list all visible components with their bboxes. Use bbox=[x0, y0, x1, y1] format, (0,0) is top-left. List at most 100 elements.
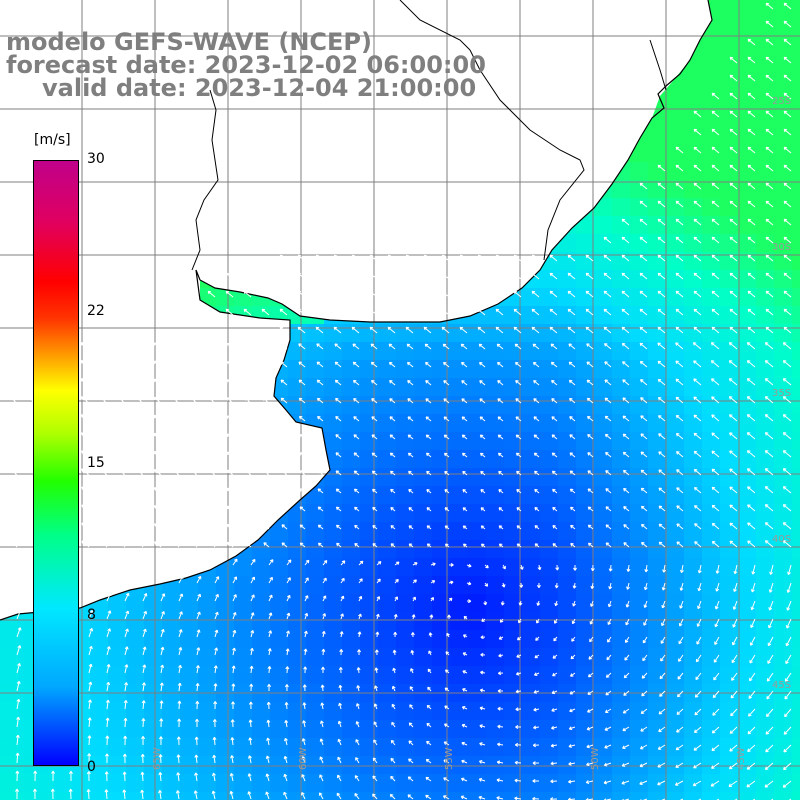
wind-arrow bbox=[764, 780, 774, 788]
wind-arrow bbox=[603, 254, 612, 262]
wind-speed-cell bbox=[396, 666, 415, 685]
wind-arrow bbox=[261, 272, 270, 280]
wind-speed-cell bbox=[90, 612, 109, 631]
wind-speed-cell bbox=[162, 756, 181, 775]
wind-arrow bbox=[459, 254, 468, 262]
wind-speed-cell bbox=[378, 504, 397, 523]
wind-arrow bbox=[123, 735, 128, 746]
wind-arrow bbox=[497, 416, 504, 422]
wind-speed-cell bbox=[126, 756, 145, 775]
wind-arrow bbox=[15, 788, 20, 800]
wind-speed-cell bbox=[774, 126, 793, 145]
wind-speed-cell bbox=[198, 720, 217, 739]
wind-arrow bbox=[661, 600, 666, 609]
wind-speed-cell bbox=[576, 612, 595, 631]
wind-arrow bbox=[15, 734, 20, 746]
wind-speed-cell bbox=[684, 252, 703, 271]
wind-arrow bbox=[765, 182, 774, 190]
wind-arrow bbox=[176, 772, 181, 782]
wind-speed-cell bbox=[630, 774, 649, 793]
wind-arrow bbox=[693, 128, 702, 136]
wind-arrow bbox=[371, 416, 378, 422]
wind-arrow bbox=[639, 218, 648, 226]
wind-arrow bbox=[732, 618, 738, 628]
wind-speed-cell bbox=[792, 594, 800, 613]
wind-speed-cell bbox=[774, 504, 793, 523]
wind-arrow bbox=[711, 128, 720, 136]
wind-arrow bbox=[122, 753, 127, 764]
wind-arrow bbox=[322, 595, 327, 602]
wind-speed-cell bbox=[216, 594, 235, 613]
wind-arrow bbox=[587, 524, 594, 530]
wind-speed-cell bbox=[342, 342, 361, 361]
wind-arrow bbox=[369, 290, 378, 298]
wind-arrow bbox=[302, 684, 307, 692]
wind-arrow bbox=[316, 397, 324, 404]
wind-speed-cell bbox=[504, 738, 523, 757]
wind-arrow bbox=[81, 414, 90, 422]
wind-arrow bbox=[299, 542, 306, 548]
wind-arrow bbox=[765, 200, 774, 208]
wind-speed-cell bbox=[630, 216, 649, 235]
wind-speed-cell bbox=[540, 486, 559, 505]
wind-arrow bbox=[782, 342, 792, 350]
wind-speed-cell bbox=[522, 792, 541, 800]
wind-speed-cell bbox=[486, 558, 505, 577]
wind-speed-cell bbox=[792, 450, 800, 469]
wind-arrow bbox=[196, 611, 201, 620]
wind-speed-cell bbox=[612, 270, 631, 289]
wind-arrow bbox=[783, 20, 792, 28]
wind-arrow bbox=[304, 612, 309, 620]
wind-arrow bbox=[765, 38, 774, 46]
wind-speed-cell bbox=[720, 486, 739, 505]
wind-arrow bbox=[430, 562, 436, 567]
wind-speed-cell bbox=[234, 612, 253, 631]
wind-arrow bbox=[338, 666, 343, 674]
wind-speed-cell bbox=[792, 414, 800, 433]
wind-arrow bbox=[171, 378, 180, 386]
wind-speed-cell bbox=[702, 342, 721, 361]
wind-speed-cell bbox=[378, 522, 397, 541]
wind-arrow bbox=[675, 164, 684, 172]
wind-speed-cell bbox=[720, 144, 739, 163]
wind-speed-cell bbox=[486, 792, 505, 800]
wind-speed-cell bbox=[792, 612, 800, 631]
wind-arrow bbox=[68, 788, 73, 800]
wind-arrow bbox=[392, 667, 397, 674]
wind-speed-cell bbox=[630, 720, 649, 739]
wind-arrow bbox=[371, 470, 378, 476]
wind-speed-cell bbox=[324, 702, 343, 721]
wind-speed-cell bbox=[450, 648, 469, 667]
wind-arrow bbox=[711, 92, 720, 100]
wind-speed-cell bbox=[684, 792, 703, 800]
wind-arrow bbox=[710, 780, 720, 787]
wind-speed-cell bbox=[666, 648, 685, 667]
wind-arrow bbox=[733, 564, 738, 575]
wind-speed-cell bbox=[648, 720, 667, 739]
wind-arrow bbox=[710, 378, 720, 386]
wind-arrow bbox=[605, 470, 612, 476]
wind-speed-cell bbox=[450, 504, 469, 523]
wind-arrow bbox=[352, 379, 360, 386]
wind-arrow bbox=[535, 636, 540, 641]
wind-speed-cell bbox=[648, 576, 667, 595]
wind-speed-cell bbox=[756, 180, 775, 199]
wind-speed-cell bbox=[738, 522, 757, 541]
wind-speed-cell bbox=[630, 792, 649, 800]
wind-arrow bbox=[106, 663, 111, 674]
wind-speed-cell bbox=[756, 126, 775, 145]
wind-speed-cell bbox=[792, 774, 800, 793]
wind-arrow bbox=[570, 542, 576, 548]
wind-arrow bbox=[412, 562, 418, 566]
wind-arrow bbox=[353, 488, 360, 494]
wind-arrow bbox=[230, 755, 235, 764]
wind-arrow bbox=[407, 452, 414, 458]
wind-arrow bbox=[477, 272, 486, 280]
wind-arrow bbox=[622, 361, 630, 368]
wind-speed-cell bbox=[378, 396, 397, 415]
wind-speed-cell bbox=[396, 540, 415, 559]
wind-arrow bbox=[358, 560, 364, 566]
wind-arrow bbox=[279, 290, 288, 298]
wind-speed-cell bbox=[540, 522, 559, 541]
wind-arrow bbox=[603, 290, 612, 298]
